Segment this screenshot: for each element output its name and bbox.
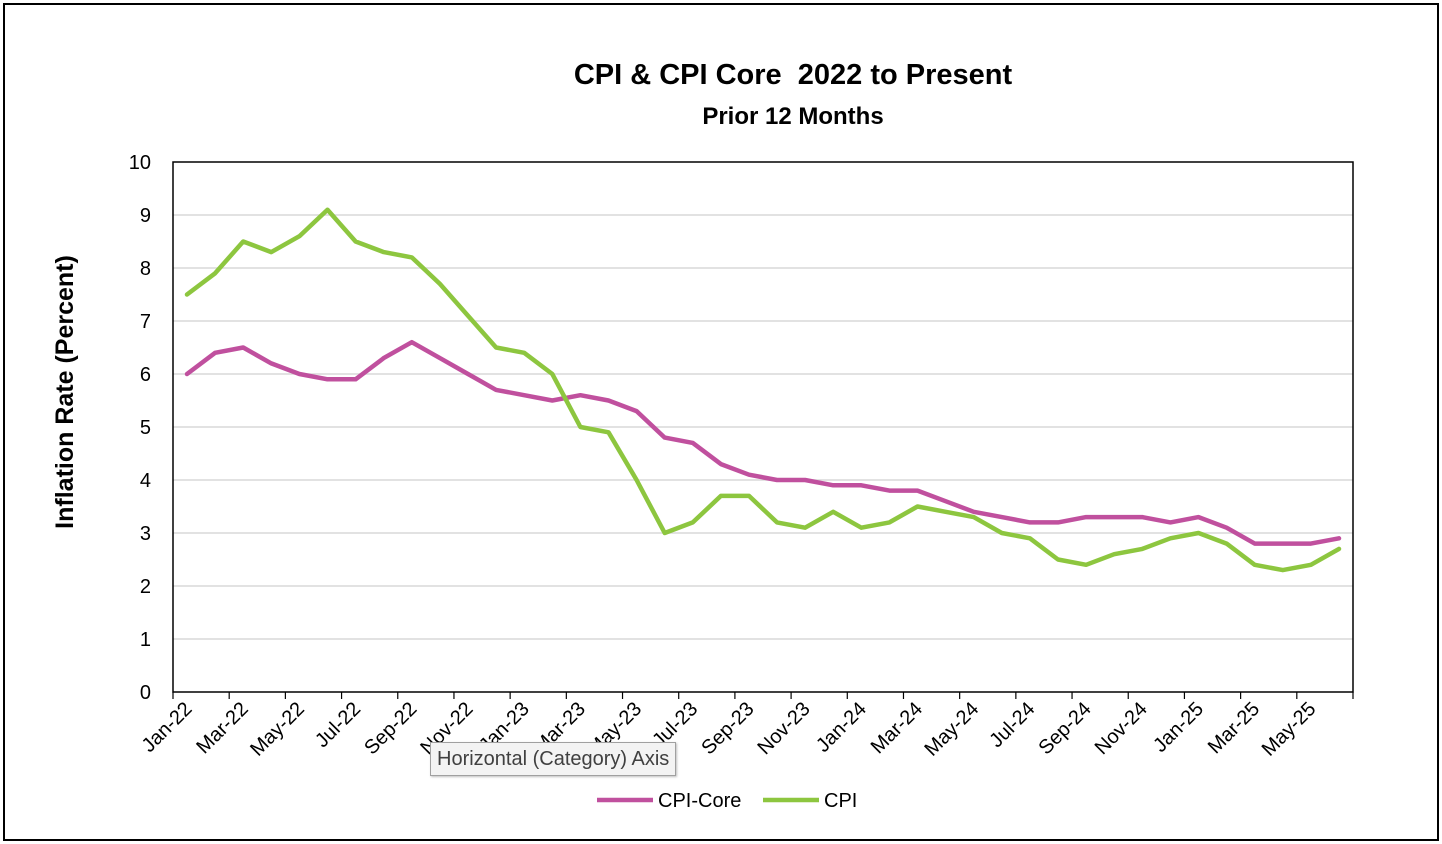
y-tick-label: 2 [140, 576, 151, 598]
y-axis-label: Inflation Rate (Percent) [51, 255, 79, 529]
x-tick-label: Sep-22 [360, 698, 421, 759]
x-tick-label: Nov-23 [754, 698, 815, 759]
y-tick-label: 5 [140, 417, 151, 439]
x-tick-label: Jul-22 [311, 698, 365, 752]
chart-frame: CPI & CPI Core 2022 to Present Prior 12 … [3, 3, 1439, 841]
legend: CPI-Core CPI [597, 790, 857, 812]
y-tick-label: 7 [140, 311, 151, 333]
chart-title: CPI & CPI Core 2022 to Present [574, 59, 1013, 91]
x-tick-label: Nov-24 [1091, 698, 1152, 759]
x-tick-label: Jan-22 [138, 698, 197, 757]
plot-area [172, 161, 1354, 693]
series-line-cpi[interactable] [184, 207, 1342, 573]
x-tick-label: Sep-24 [1034, 698, 1095, 759]
y-tick-label: 4 [140, 470, 151, 492]
series-line-cpi-core[interactable] [184, 339, 1342, 546]
y-tick-labels: 0 1 2 3 4 5 6 7 8 9 10 [129, 152, 151, 704]
x-tick-label: May-22 [246, 698, 309, 761]
x-tick-label: Mar-24 [867, 698, 927, 758]
legend-label: CPI [824, 790, 857, 812]
y-tick-label: 6 [140, 364, 151, 386]
axis-tooltip: Horizontal (Category) Axis [430, 742, 677, 776]
chart-subtitle: Prior 12 Months [702, 103, 883, 130]
y-tick-label: 3 [140, 523, 151, 545]
x-tick-label: May-25 [1258, 698, 1321, 761]
y-tick-label: 1 [140, 629, 151, 651]
gridlines [173, 214, 1353, 640]
x-tick-label: Mar-25 [1204, 698, 1264, 758]
y-tick-label: 10 [129, 152, 151, 174]
x-tick-label: May-24 [921, 698, 984, 761]
chart-svg: CPI & CPI Core 2022 to Present Prior 12 … [51, 59, 1354, 812]
x-tick-label: Jan-24 [812, 698, 871, 757]
legend-label: CPI-Core [658, 790, 741, 812]
series-lines [184, 207, 1342, 573]
x-tick-label: Sep-23 [697, 698, 758, 759]
y-tick-label: 8 [140, 258, 151, 280]
x-tick-label: Jul-24 [985, 698, 1039, 752]
x-tick-label: Jan-25 [1149, 698, 1208, 757]
y-tick-label: 9 [140, 205, 151, 227]
x-tick-label: Mar-22 [192, 698, 252, 758]
y-tick-label: 0 [140, 682, 151, 704]
